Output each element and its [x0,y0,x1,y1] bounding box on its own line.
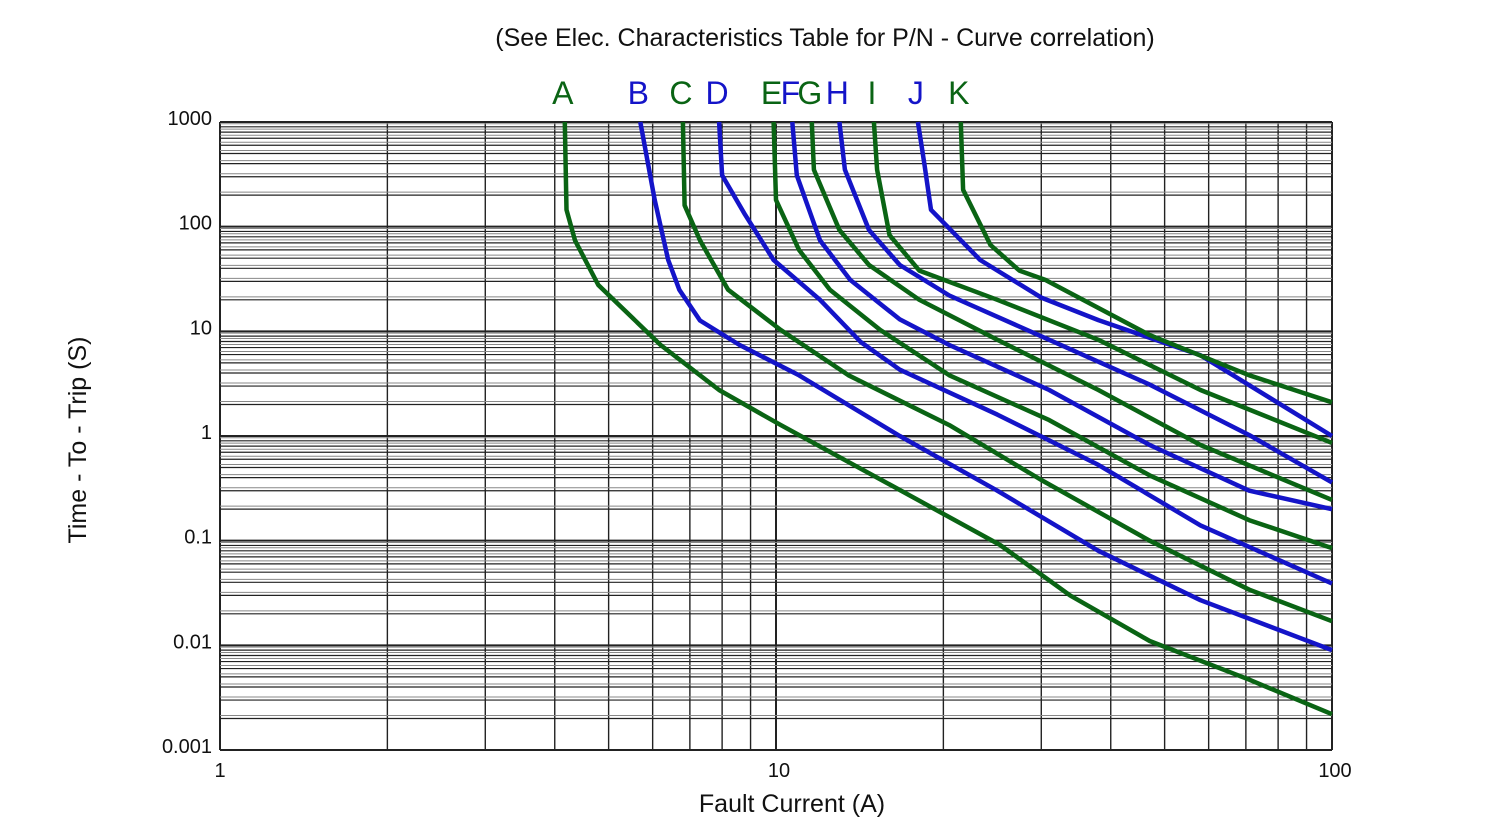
curves [562,121,1334,717]
chart-title: (See Elec. Characteristics Table for P/N… [495,24,1155,52]
curve-label-i: I [867,75,876,111]
curve-i [871,121,1333,445]
curve-label-f: F [781,75,801,111]
curve-g [809,121,1333,502]
y-tick-label: 1000 [168,108,213,130]
curve-label-b: B [628,75,649,111]
grid [219,121,1333,751]
y-tick-label: 1 [201,422,212,444]
curve-f [790,121,1333,512]
curve-label-h: H [826,75,849,111]
curve-b [638,121,1333,653]
curve-e [771,121,1333,551]
curve-d [716,121,1333,586]
tick-labels: 1 10 100 1000 100 10 1 0.1 0.01 0.001 [162,108,1352,782]
curve-label-k: K [948,75,969,111]
curve-k [958,121,1333,405]
curve-label-g: G [797,75,822,111]
x-tick-label: 100 [1318,760,1351,782]
curve-c [680,121,1333,624]
x-tick-label: 1 [214,760,225,782]
y-tick-label: 0.01 [173,631,212,653]
curve-a [562,121,1333,717]
y-tick-label: 0.001 [162,736,212,758]
curve-label-c: C [669,75,692,111]
curve-h [837,121,1334,485]
curve-label-e: E [761,75,782,111]
x-axis-label: Fault Current (A) [699,790,885,818]
curve-label-j: J [908,75,924,111]
y-tick-label: 0.1 [184,527,212,549]
curve-label-d: D [706,75,729,111]
curve-labels: A B C D EFG H I J K [552,75,969,111]
y-axis-label: Time - To - Trip (S) [64,337,92,544]
x-tick-label: 10 [768,760,790,782]
y-tick-label: 10 [190,317,212,339]
curve-label-a: A [552,75,574,111]
y-tick-label: 100 [179,213,212,235]
